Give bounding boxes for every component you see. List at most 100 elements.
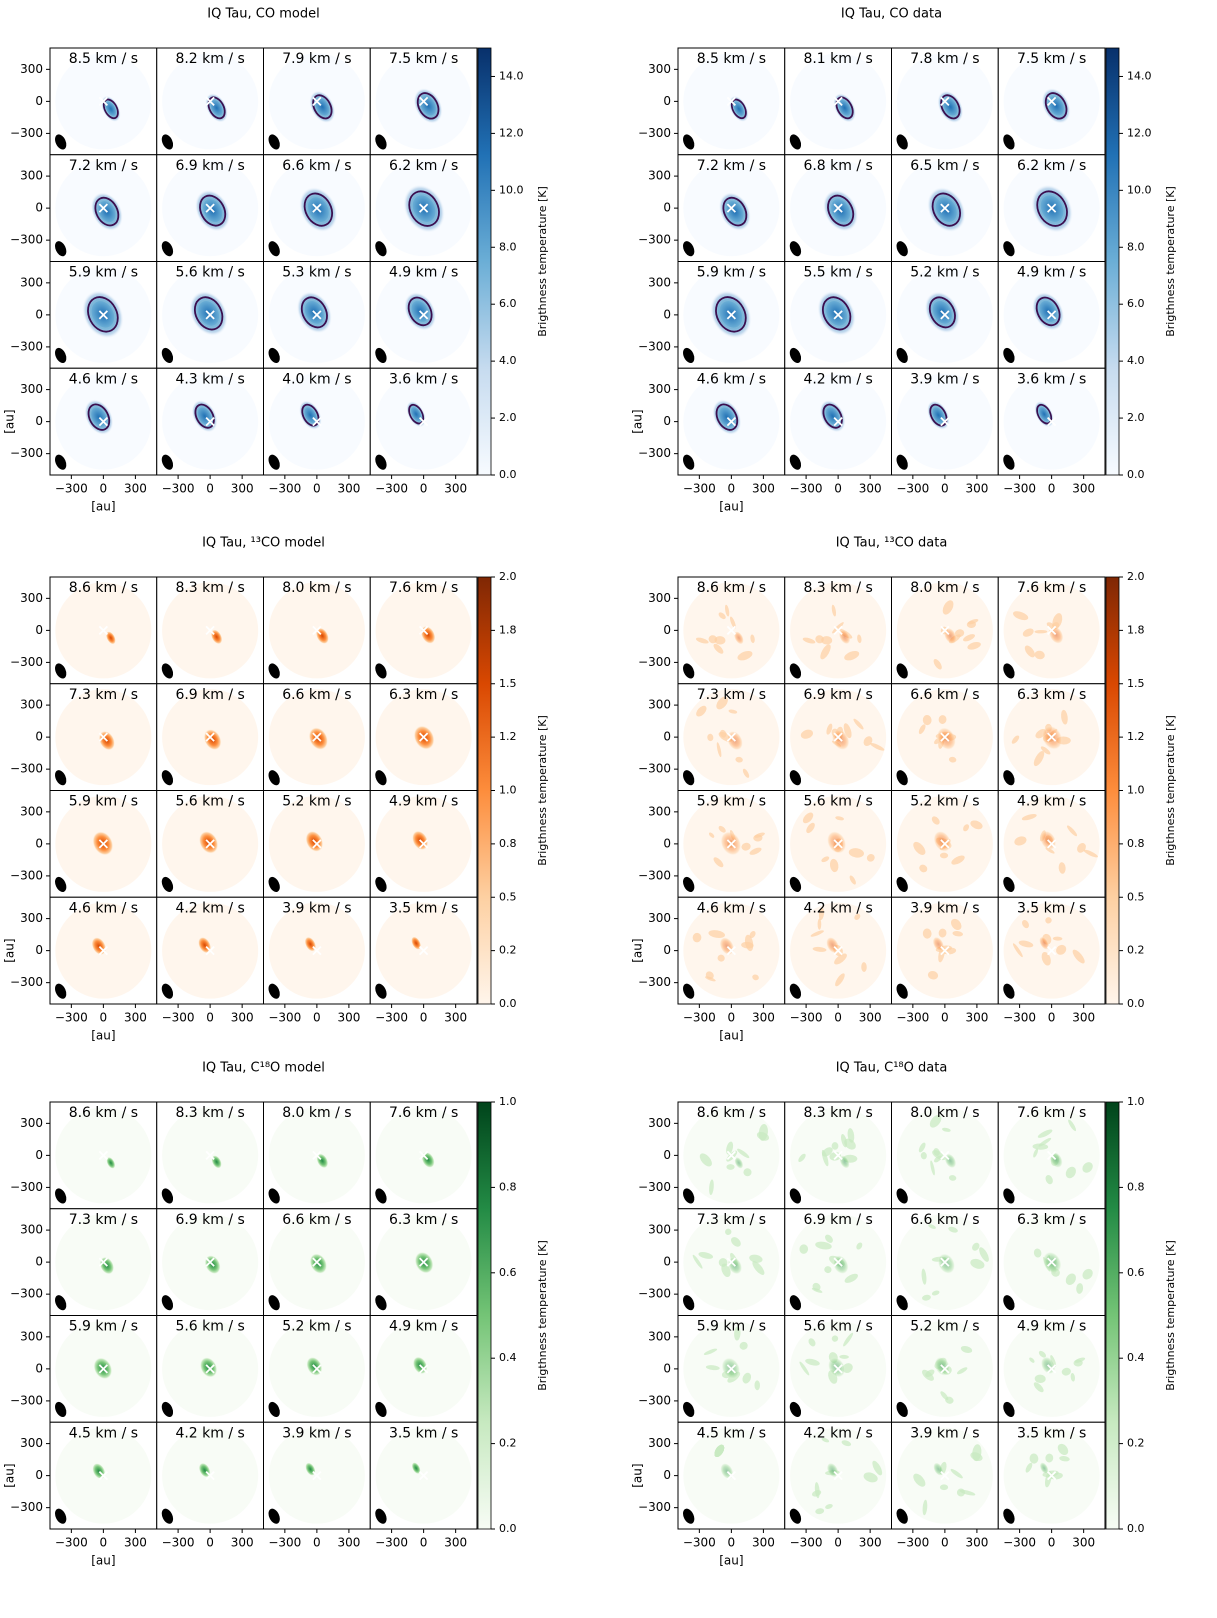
colorbar-tick-label: 1.0: [1127, 1095, 1145, 1108]
star-marker: [418, 1257, 429, 1267]
contour-inner: [725, 200, 745, 224]
colorbar-tick-label: 4.0: [1127, 354, 1145, 367]
y-tick-label: 300: [20, 1116, 43, 1130]
beam: [375, 134, 387, 150]
y-tick-label: 0: [35, 201, 43, 215]
noise: [728, 709, 738, 714]
noise: [713, 857, 724, 868]
beam: [789, 1508, 802, 1524]
noise: [929, 1114, 942, 1128]
velocity-label: 4.9 km / s: [389, 1319, 458, 1335]
star-marker: [98, 416, 109, 427]
x-tick-label: 0: [728, 482, 736, 496]
y-tick-label: 0: [35, 414, 43, 428]
star-marker: [1046, 732, 1057, 742]
noise: [1065, 1273, 1076, 1286]
beam: [896, 241, 908, 257]
colorbar: [1105, 576, 1120, 1005]
x-tick-label: 300: [859, 482, 882, 496]
colorbar-tick-label: 0.0: [499, 1522, 517, 1535]
channel-panel: 8.6 km / s: [50, 1102, 157, 1209]
velocity-label: 4.2 km / s: [803, 900, 872, 916]
velocity-label: 7.5 km / s: [389, 51, 458, 67]
contour: [94, 196, 120, 227]
noise: [800, 729, 814, 739]
star-marker: [833, 1150, 843, 1161]
noise: [1021, 919, 1029, 929]
noise: [1045, 1175, 1053, 1185]
star-marker: [726, 1470, 737, 1481]
beam: [1003, 1295, 1015, 1311]
x-tick-label: 300: [444, 1536, 467, 1550]
noise: [931, 816, 940, 825]
y-tick-label: 300: [20, 591, 43, 605]
noise: [844, 1273, 858, 1283]
noise: [750, 634, 755, 644]
x-tick-label: 0: [834, 482, 842, 496]
y-tick-label: 300: [20, 382, 43, 396]
velocity-label: 5.9 km / s: [697, 1319, 766, 1335]
velocity-label: 7.6 km / s: [1017, 1105, 1086, 1121]
noise: [815, 1241, 832, 1250]
y-tick-label: 0: [663, 836, 671, 850]
y-tick-label: 0: [663, 201, 671, 215]
star-marker: [833, 625, 843, 636]
velocity-label: 8.6 km / s: [69, 1105, 138, 1121]
noise: [1038, 1350, 1047, 1358]
contour-inner: [1038, 299, 1058, 323]
star-marker: [205, 203, 215, 213]
contour: [931, 192, 962, 227]
velocity-label: 8.1 km / s: [803, 51, 872, 67]
x-tick-label: −300: [896, 1536, 929, 1550]
velocity-label: 5.3 km / s: [282, 265, 351, 281]
beam: [896, 134, 908, 150]
x-tick-label: −300: [896, 1011, 929, 1025]
noise: [972, 1242, 980, 1251]
colorbar-tick-label: 0.0: [499, 468, 517, 481]
channel-panel: 8.0 km / s: [263, 1102, 371, 1209]
colorbar-tick-label: 1.8: [499, 623, 517, 636]
velocity-label: 5.9 km / s: [69, 265, 138, 281]
colorbar-tick-label: 1.0: [499, 1095, 517, 1108]
channel-panel: 6.6 km / s: [263, 683, 371, 791]
noise: [752, 1261, 765, 1275]
y-tick-label: −300: [10, 446, 43, 460]
velocity-label: 7.8 km / s: [910, 51, 979, 67]
beam: [375, 454, 387, 470]
beam: [55, 1508, 67, 1524]
velocity-label: 8.6 km / s: [697, 1105, 766, 1121]
y-tick-label: 300: [20, 1329, 43, 1343]
colorbar-tick-label: 0.4: [1127, 1351, 1145, 1364]
star-marker: [98, 1150, 109, 1161]
y-tick-label: 300: [20, 169, 43, 183]
colorbar-tick-label: 6.0: [499, 297, 517, 310]
noise: [1061, 709, 1068, 725]
velocity-label: 3.9 km / s: [910, 371, 979, 387]
beam: [55, 454, 67, 470]
x-tick-label: 0: [834, 1536, 842, 1550]
y-tick-label: 0: [663, 94, 671, 108]
channel-panel: 6.6 km / s: [891, 683, 999, 791]
beam: [268, 983, 280, 999]
emission: [106, 1156, 116, 1169]
contour-inner: [1047, 95, 1065, 117]
channel-panel: 8.5 km / s: [678, 48, 785, 155]
channel-panel: 7.5 km / s: [370, 48, 477, 155]
x-tick-label: −300: [268, 482, 301, 496]
noise: [1024, 645, 1035, 658]
contour-inner: [410, 406, 423, 423]
colorbar: [1105, 1101, 1120, 1530]
colorbar-tick-label: 2.0: [1127, 570, 1145, 583]
velocity-label: 6.2 km / s: [389, 158, 458, 174]
x-tick-label: 300: [231, 1536, 254, 1550]
noise: [967, 618, 979, 625]
noise: [844, 650, 860, 661]
contour-inner: [830, 198, 852, 224]
contour-inner: [1039, 194, 1065, 223]
beam: [375, 241, 387, 257]
channel-panel: 4.2 km / s: [784, 1422, 892, 1529]
x-tick-label: −300: [162, 482, 195, 496]
noise: [811, 1287, 823, 1293]
channel-panel: 5.9 km / s: [50, 261, 157, 369]
x-tick-label: 0: [420, 482, 428, 496]
